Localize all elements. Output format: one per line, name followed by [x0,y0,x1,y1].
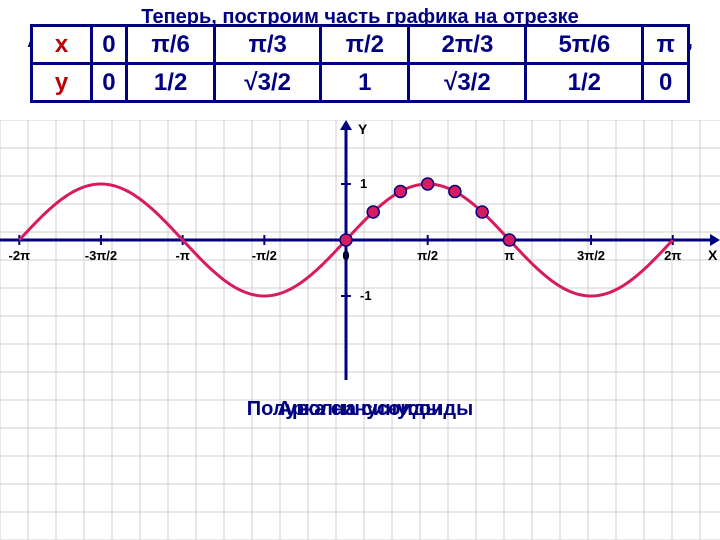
table-y-cell: 0 [643,64,689,102]
table-x-cell: 0 [92,26,127,64]
table-x-cell: π/2 [321,26,409,64]
svg-text:2π: 2π [664,248,681,263]
table-x-label: x [32,26,92,64]
table-y-cell: √3/2 [409,64,526,102]
table-x-cell: π/6 [126,26,214,64]
svg-text:Y: Y [358,121,368,137]
svg-text:-1: -1 [360,288,372,303]
svg-text:-3π/2: -3π/2 [85,248,117,263]
caption-area: Полуволна синусоиды Арка синусоиды [0,398,720,421]
svg-text:3π/2: 3π/2 [577,248,605,263]
table-y-cell: 1/2 [526,64,643,102]
chart-area: -2π -3π/2 -π -π/2 0 π/2 π 3π/2 2π 1 -1 X Y [0,120,720,540]
table-y-cell: √3/2 [215,64,321,102]
table-y-cell: 1/2 [126,64,214,102]
table-y-row: y 0 1/2 √3/2 1 √3/2 1/2 0 [32,64,689,102]
svg-text:1: 1 [360,176,367,191]
table-x-cell: 2π/3 [409,26,526,64]
table-y-cell: 0 [92,64,127,102]
table-y-cell: 1 [321,64,409,102]
table-y-label: y [32,64,92,102]
value-table: x 0 π/6 π/3 π/2 2π/3 5π/6 π y 0 1/2 √3/2… [30,24,690,103]
svg-text:0: 0 [342,248,349,263]
svg-text:-2π: -2π [9,248,31,263]
svg-text:-π: -π [175,248,189,263]
table-x-cell: π/3 [215,26,321,64]
header-area: Теперь, построим часть графика на отрезк… [0,0,720,120]
table-x-cell: π [643,26,689,64]
table-x-row: x 0 π/6 π/3 π/2 2π/3 5π/6 π [32,26,689,64]
caption-overlay: Арка синусоиды [0,398,720,421]
svg-text:X: X [708,247,718,263]
svg-text:π: π [504,248,514,263]
svg-text:-π/2: -π/2 [252,248,277,263]
table-x-cell: 5π/6 [526,26,643,64]
sine-chart: -2π -3π/2 -π -π/2 0 π/2 π 3π/2 2π 1 -1 X Y [0,120,720,540]
svg-text:π/2: π/2 [417,248,438,263]
